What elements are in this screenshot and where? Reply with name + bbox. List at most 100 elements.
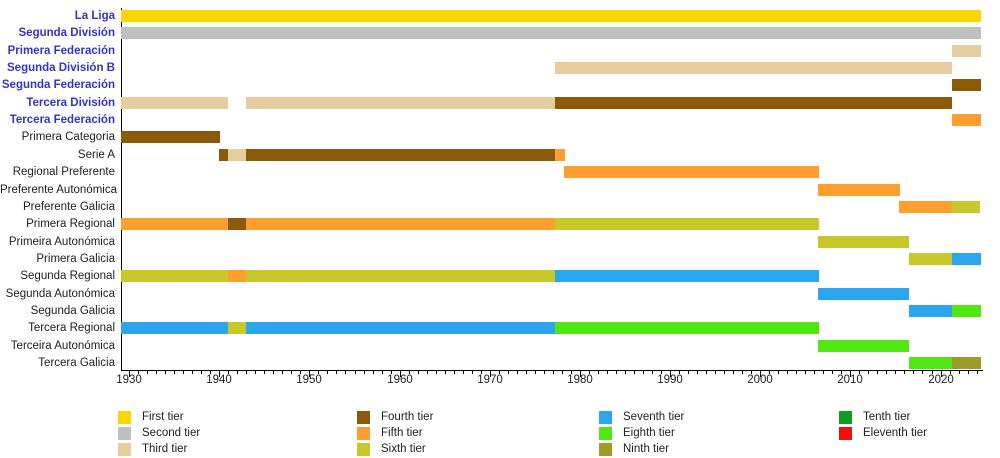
minor-tick <box>643 371 644 374</box>
row-label-primera-galicia: Primera Galicia <box>36 252 115 265</box>
minor-tick <box>904 371 905 374</box>
minor-tick <box>481 371 482 374</box>
minor-tick <box>715 371 716 374</box>
minor-tick <box>832 371 833 374</box>
bar-segment-third-tier <box>121 96 228 109</box>
minor-tick <box>201 371 202 374</box>
row-label-tercera-divisi-n[interactable]: Tercera División <box>26 96 115 109</box>
minor-tick <box>778 371 779 374</box>
bar-segment-sixth-tier <box>909 252 952 265</box>
major-tick <box>400 371 401 377</box>
bar-segment-fifth-tier <box>555 148 565 161</box>
minor-tick <box>409 371 410 374</box>
row-label-la-liga[interactable]: La Liga <box>74 10 115 22</box>
minor-tick <box>391 371 392 374</box>
legend-label-tenth-tier: Tenth tier <box>863 411 911 423</box>
minor-tick <box>300 371 301 374</box>
tick-label-1940: 1940 <box>206 374 232 386</box>
minor-tick <box>454 371 455 374</box>
major-tick <box>670 371 671 377</box>
legend-swatch-sixth-tier <box>357 443 370 456</box>
bar-segment-third-tier <box>246 96 555 109</box>
minor-tick <box>508 371 509 374</box>
minor-tick <box>571 371 572 374</box>
bar-segment-sixth-tier <box>952 200 980 213</box>
bar-segment-seventh-tier <box>555 270 819 283</box>
bar-segment-fifth-tier <box>899 200 952 213</box>
major-tick <box>219 371 220 377</box>
row-label-primera-categoria: Primera Categoria <box>21 131 115 144</box>
row-label-regional-preferente: Regional Preferente <box>12 166 115 179</box>
tick-label-2010: 2010 <box>837 374 863 386</box>
legend-swatch-second-tier <box>118 427 131 440</box>
bar-segment-ninth-tier <box>952 357 981 369</box>
minor-tick <box>336 371 337 374</box>
bar-segment-seventh-tier <box>818 287 909 300</box>
bar-segment-seventh-tier <box>909 304 952 317</box>
minor-tick <box>472 371 473 374</box>
minor-tick <box>814 371 815 374</box>
minor-tick <box>418 371 419 374</box>
row-label-segunda-regional: Segunda Regional <box>20 270 115 283</box>
bar-segment-second-tier <box>121 27 981 40</box>
minor-tick <box>535 371 536 374</box>
legend-label-first-tier: First tier <box>142 411 184 423</box>
legend-swatch-third-tier <box>118 443 131 456</box>
legend-label-fifth-tier: Fifth tier <box>381 427 423 439</box>
bar-segment-third-tier <box>228 148 246 161</box>
bar-segment-first-tier <box>121 10 981 22</box>
row-label-primera-federaci-n[interactable]: Primera Federación <box>7 44 115 57</box>
tick-label-2000: 2000 <box>747 374 773 386</box>
minor-tick <box>706 371 707 374</box>
row-label-segunda-divisi-n[interactable]: Segunda División <box>18 27 116 40</box>
row-label-terceira-auton-mica: Terceira Autonómica <box>10 339 115 352</box>
bar-segment-eighth-tier <box>952 304 981 317</box>
minor-tick <box>382 371 383 374</box>
bar-segment-fourth-tier <box>555 96 952 109</box>
bar-segment-fourth-tier <box>246 148 555 161</box>
major-tick <box>129 371 130 377</box>
row-label-primera-regional: Primera Regional <box>26 218 115 231</box>
legend-swatch-eighth-tier <box>599 427 612 440</box>
row-label-primeira-auton-mica: Primeira Autonómica <box>8 235 115 248</box>
minor-tick <box>805 371 806 374</box>
row-label-segunda-divisi-n-b[interactable]: Segunda División B <box>7 62 115 75</box>
major-tick <box>490 371 491 377</box>
bar-segment-fourth-tier <box>219 148 228 161</box>
minor-tick <box>526 371 527 374</box>
legend-swatch-fifth-tier <box>357 427 370 440</box>
bar-segment-sixth-tier <box>246 270 555 283</box>
row-label-segunda-auton-mica: Segunda Autonómica <box>5 287 115 300</box>
legend-swatch-tenth-tier <box>839 411 852 424</box>
row-label-serie-a: Serie A <box>77 148 115 161</box>
minor-tick <box>859 371 860 374</box>
minor-tick <box>724 371 725 374</box>
bar-segment-seventh-tier <box>952 252 981 265</box>
bar-segment-eighth-tier <box>818 339 909 352</box>
legend-label-sixth-tier: Sixth tier <box>381 443 426 455</box>
minor-tick <box>886 371 887 374</box>
minor-tick <box>264 371 265 374</box>
legend-label-second-tier: Second tier <box>142 427 201 439</box>
minor-tick <box>562 371 563 374</box>
tick-label-1950: 1950 <box>296 374 322 386</box>
legend-label-ninth-tier: Ninth tier <box>623 443 670 455</box>
minor-tick <box>823 371 824 374</box>
tick-label-1980: 1980 <box>567 374 593 386</box>
minor-tick <box>688 371 689 374</box>
row-label-segunda-federaci-n[interactable]: Segunda Federación <box>1 79 115 92</box>
bar-segment-third-tier <box>952 44 981 57</box>
minor-tick <box>345 371 346 374</box>
tick-label-1970: 1970 <box>477 374 503 386</box>
minor-tick <box>499 371 500 374</box>
minor-tick <box>156 371 157 374</box>
minor-tick <box>544 371 545 374</box>
bar-segment-fifth-tier <box>952 114 981 127</box>
bar-segment-fifth-tier <box>121 218 228 231</box>
row-label-tercera-federaci-n[interactable]: Tercera Federación <box>9 114 115 127</box>
minor-tick <box>282 371 283 374</box>
minor-tick <box>255 371 256 374</box>
minor-tick <box>977 371 978 374</box>
minor-tick <box>228 371 229 374</box>
